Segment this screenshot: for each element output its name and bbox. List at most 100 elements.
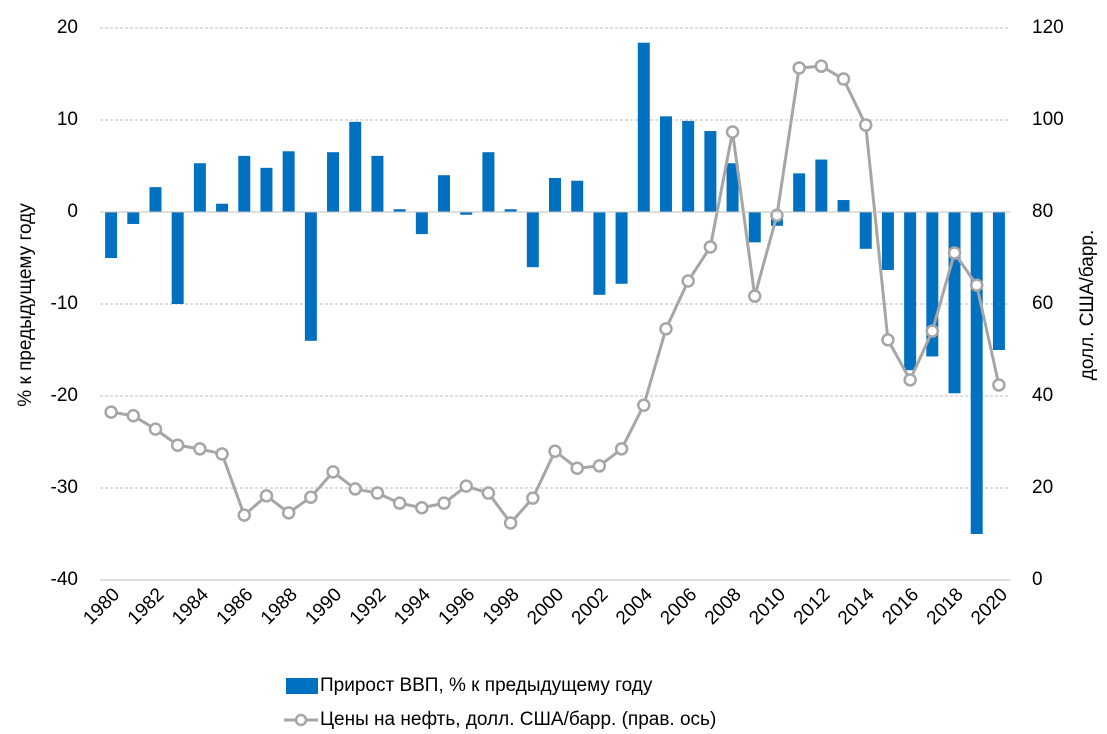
- line-marker: [481, 486, 496, 500]
- bar: [837, 200, 850, 212]
- bar: [304, 212, 317, 341]
- line-marker: [725, 125, 740, 139]
- x-tick-label: 2008: [701, 584, 746, 629]
- line-marker: [370, 486, 385, 500]
- line-marker: [326, 465, 340, 479]
- x-tick-label: 1994: [390, 584, 435, 629]
- bar: [282, 151, 295, 212]
- line-marker: [193, 442, 207, 456]
- x-tick-label: 1986: [213, 584, 258, 629]
- x-tick-label: 2012: [790, 584, 835, 629]
- bar: [371, 155, 384, 212]
- x-tick-label: 1984: [168, 584, 213, 629]
- bar: [748, 212, 761, 243]
- line-marker: [104, 405, 118, 419]
- bar: [637, 42, 650, 212]
- bar: [438, 175, 451, 212]
- line-marker: [637, 398, 651, 412]
- line-marker: [148, 422, 163, 436]
- line-marker: [459, 479, 473, 493]
- line-marker: [770, 208, 784, 222]
- bar: [238, 155, 251, 212]
- bar: [349, 121, 362, 212]
- line-marker: [903, 373, 917, 387]
- line-marker: [969, 278, 984, 292]
- y-tick-label: -30: [51, 477, 78, 498]
- line-marker: [548, 444, 562, 458]
- x-tick-label: 2010: [745, 584, 790, 629]
- bar: [193, 163, 206, 212]
- y2-tick-label: 120: [1032, 17, 1064, 38]
- y-axis-title: % к предыдущему году: [15, 203, 36, 407]
- line-marker: [659, 322, 673, 336]
- x-tick-label: 2004: [612, 584, 657, 629]
- bar: [549, 177, 561, 212]
- bar: [793, 173, 806, 212]
- legend-label: Цены на нефть, долл. США/барр. (прав. ос…: [320, 709, 716, 730]
- line-marker: [792, 61, 806, 75]
- bar: [526, 212, 539, 268]
- line-marker: [703, 240, 718, 254]
- y2-tick-label: 0: [1032, 569, 1043, 590]
- y-tick-label: -20: [51, 385, 78, 406]
- bar: [415, 212, 428, 235]
- x-tick-label: 1996: [435, 584, 480, 629]
- line-marker: [281, 506, 296, 520]
- y2-axis-title: долл. США/барр.: [1077, 230, 1098, 380]
- line-marker: [570, 461, 584, 475]
- bar: [260, 167, 273, 212]
- y-tick-label: 20: [57, 17, 78, 38]
- y2-tick-label: 100: [1032, 109, 1064, 130]
- x-tick-label: 1988: [257, 584, 302, 629]
- bar: [393, 209, 406, 212]
- line-marker: [947, 246, 962, 260]
- line-marker: [858, 118, 873, 132]
- bar: [571, 180, 584, 212]
- bar: [859, 212, 872, 249]
- line-marker: [392, 496, 407, 510]
- x-tick-label: 1992: [346, 584, 391, 629]
- bar: [482, 152, 495, 212]
- line-marker: [170, 438, 185, 452]
- line-marker: [814, 59, 829, 73]
- bar: [216, 203, 229, 212]
- line-marker: [237, 508, 252, 522]
- bar: [726, 163, 739, 212]
- bar: [460, 212, 473, 215]
- line-marker: [881, 333, 895, 347]
- x-tick-label: 1980: [79, 584, 124, 629]
- line-marker: [348, 482, 362, 496]
- bar: [593, 212, 606, 295]
- y-tick-label: -10: [51, 293, 78, 314]
- x-tick-label: 1990: [301, 584, 346, 629]
- x-tick-label: 1982: [124, 584, 169, 629]
- line-marker: [748, 289, 762, 303]
- legend-swatch: [294, 713, 308, 727]
- y2-tick-label: 60: [1032, 293, 1053, 314]
- line-marker: [592, 459, 607, 473]
- y2-tick-label: 40: [1032, 385, 1053, 406]
- bar: [682, 120, 695, 212]
- line-marker: [415, 501, 429, 515]
- line-marker: [925, 324, 940, 338]
- y-tick-label: 0: [67, 201, 78, 222]
- line-marker: [304, 490, 318, 504]
- x-tick-label: 1998: [479, 584, 524, 629]
- legend-swatch: [286, 678, 318, 694]
- line-marker: [681, 274, 695, 288]
- y2-tick-label: 20: [1032, 477, 1053, 498]
- bar: [948, 212, 961, 394]
- bar: [127, 212, 140, 224]
- bar: [171, 212, 184, 304]
- x-tick-label: 2018: [923, 584, 968, 629]
- bar: [815, 159, 828, 212]
- y-tick-label: -40: [51, 569, 78, 590]
- y2-tick-label: 80: [1032, 201, 1053, 222]
- bar: [970, 212, 983, 534]
- bar: [659, 116, 672, 212]
- x-tick-label: 2000: [523, 584, 568, 629]
- x-tick-label: 2016: [878, 584, 923, 629]
- bar: [926, 212, 939, 357]
- line-marker: [836, 72, 851, 86]
